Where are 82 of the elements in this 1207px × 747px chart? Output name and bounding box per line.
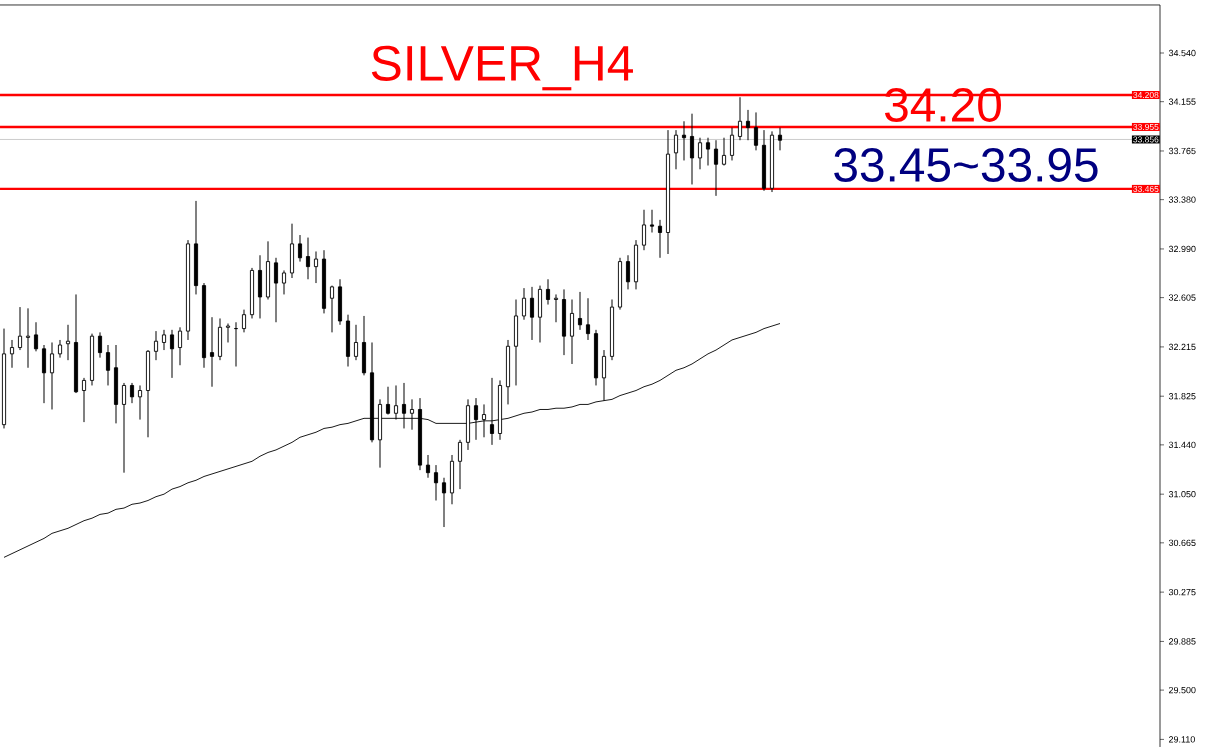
candlestick bbox=[569, 299, 575, 365]
ref-line-label: 33.465 bbox=[1133, 185, 1159, 192]
candlestick bbox=[441, 477, 447, 528]
candlestick bbox=[745, 109, 751, 141]
candlestick bbox=[481, 403, 487, 438]
ref-line-label: 33.856 bbox=[1133, 136, 1159, 143]
candlestick bbox=[641, 209, 647, 251]
candlestick bbox=[33, 321, 39, 352]
candlestick bbox=[681, 120, 687, 161]
y-tick-label: 32.990 bbox=[1168, 245, 1196, 253]
candlestick bbox=[689, 113, 695, 185]
candlestick bbox=[697, 137, 703, 170]
candlestick bbox=[313, 250, 319, 284]
text: SILVER_H4 bbox=[371, 45, 633, 91]
candlestick bbox=[129, 382, 135, 404]
ref-line-label: 33.955 bbox=[1133, 123, 1159, 130]
candlestick bbox=[169, 329, 175, 379]
candlestick bbox=[737, 96, 743, 141]
candlestick bbox=[657, 219, 663, 259]
candlestick bbox=[473, 397, 479, 441]
candlestick bbox=[673, 129, 679, 170]
candlestick bbox=[25, 307, 31, 369]
candlestick bbox=[393, 384, 399, 421]
candlestick bbox=[585, 297, 591, 341]
y-tick-label: 29.110 bbox=[1168, 736, 1195, 743]
candlestick bbox=[777, 127, 783, 151]
candlestick bbox=[401, 382, 407, 429]
y-tick-label: 33.765 bbox=[1168, 147, 1196, 155]
candlestick bbox=[649, 209, 655, 234]
candlestick bbox=[521, 287, 527, 321]
candlestick bbox=[721, 137, 727, 167]
candlestick bbox=[489, 377, 495, 446]
y-tick-label: 31.825 bbox=[1168, 393, 1196, 400]
candlestick bbox=[153, 330, 159, 361]
candlestick bbox=[353, 324, 359, 361]
candlestick bbox=[161, 329, 167, 351]
candlestick bbox=[209, 316, 215, 388]
candlestick bbox=[177, 326, 183, 366]
candlestick bbox=[433, 464, 439, 501]
candlestick bbox=[553, 293, 559, 323]
candlestick bbox=[425, 454, 431, 479]
candlestick bbox=[625, 254, 631, 290]
y-tick-label: 34.155 bbox=[1168, 98, 1196, 105]
candlestick bbox=[329, 285, 335, 333]
candlestick bbox=[457, 439, 463, 490]
candlestick bbox=[273, 257, 279, 323]
candlestick bbox=[137, 384, 143, 421]
y-tick-label: 34.540 bbox=[1168, 49, 1196, 57]
candlestick bbox=[65, 324, 71, 361]
candlestick bbox=[49, 341, 55, 410]
y-tick-label: 30.275 bbox=[1168, 588, 1196, 596]
y-tick-label: 31.050 bbox=[1168, 490, 1196, 498]
candlestick bbox=[105, 344, 111, 386]
candlestick bbox=[97, 331, 103, 359]
candlestick bbox=[305, 237, 311, 280]
y-tick-label: 31.440 bbox=[1168, 441, 1196, 449]
annotation: 33.45~33.95 bbox=[834, 148, 1098, 182]
candlestick bbox=[281, 269, 287, 295]
candlestick bbox=[409, 398, 415, 431]
candlestick bbox=[577, 291, 583, 331]
candlestick bbox=[601, 349, 607, 402]
candlestick bbox=[225, 323, 231, 343]
y-tick-label: 32.605 bbox=[1168, 294, 1196, 301]
candlestick bbox=[9, 339, 15, 369]
y-tick-label: 29.500 bbox=[1168, 686, 1196, 694]
candlestick bbox=[705, 137, 711, 167]
candlestick bbox=[729, 127, 735, 161]
candlestick bbox=[385, 386, 391, 416]
candlestick bbox=[81, 377, 87, 423]
candlestick bbox=[529, 286, 535, 341]
ref-line-label: 34.208 bbox=[1133, 91, 1159, 98]
candlestick bbox=[545, 278, 551, 306]
y-tick-label: 29.885 bbox=[1168, 638, 1196, 645]
candlestick bbox=[121, 382, 127, 474]
candlestick bbox=[297, 234, 303, 263]
candlestick bbox=[713, 139, 719, 197]
y-tick-label: 33.380 bbox=[1168, 196, 1196, 203]
y-tick-label: 30.665 bbox=[1168, 539, 1196, 547]
y-tick-label: 32.215 bbox=[1168, 343, 1196, 351]
candlestick bbox=[17, 306, 23, 351]
candlestick bbox=[753, 111, 759, 151]
candlestick bbox=[241, 309, 247, 333]
